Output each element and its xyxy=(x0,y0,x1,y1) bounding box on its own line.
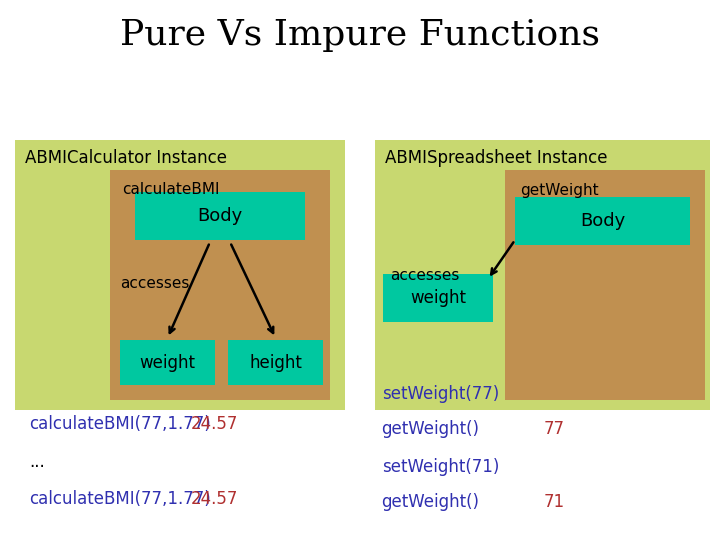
Bar xyxy=(383,274,493,322)
Text: setWeight(77): setWeight(77) xyxy=(382,385,499,403)
Text: calculateBMI(77,1.77): calculateBMI(77,1.77) xyxy=(29,415,210,433)
Text: getWeight(): getWeight() xyxy=(382,420,480,438)
Text: ...: ... xyxy=(29,453,45,471)
Bar xyxy=(228,340,323,385)
Bar xyxy=(375,140,710,410)
Text: getWeight(): getWeight() xyxy=(382,493,480,511)
Text: weight: weight xyxy=(140,354,196,372)
Text: Body: Body xyxy=(197,207,243,225)
Text: getWeight: getWeight xyxy=(520,183,598,198)
Text: 77: 77 xyxy=(544,420,564,438)
Text: ABMISpreadsheet Instance: ABMISpreadsheet Instance xyxy=(385,149,608,167)
Text: Body: Body xyxy=(580,212,625,230)
Text: calculateBMI(77,1.77): calculateBMI(77,1.77) xyxy=(29,490,210,509)
Bar xyxy=(135,192,305,240)
Bar xyxy=(110,170,330,400)
Text: calculateBMI: calculateBMI xyxy=(122,183,220,198)
Text: ABMICalculator Instance: ABMICalculator Instance xyxy=(25,149,227,167)
Text: 71: 71 xyxy=(544,493,564,511)
Text: 24.57: 24.57 xyxy=(191,490,238,509)
Text: weight: weight xyxy=(410,289,466,307)
Text: accesses: accesses xyxy=(390,267,459,282)
Text: height: height xyxy=(249,354,302,372)
Text: accesses: accesses xyxy=(120,275,189,291)
Bar xyxy=(15,140,345,410)
Text: Pure Vs Impure Functions: Pure Vs Impure Functions xyxy=(120,18,600,52)
Text: 24.57: 24.57 xyxy=(191,415,238,433)
Bar xyxy=(515,197,690,245)
Bar xyxy=(120,340,215,385)
Text: setWeight(71): setWeight(71) xyxy=(382,458,499,476)
Bar xyxy=(505,170,705,400)
